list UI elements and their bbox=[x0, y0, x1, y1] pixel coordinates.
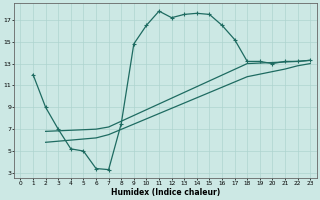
X-axis label: Humidex (Indice chaleur): Humidex (Indice chaleur) bbox=[111, 188, 220, 197]
